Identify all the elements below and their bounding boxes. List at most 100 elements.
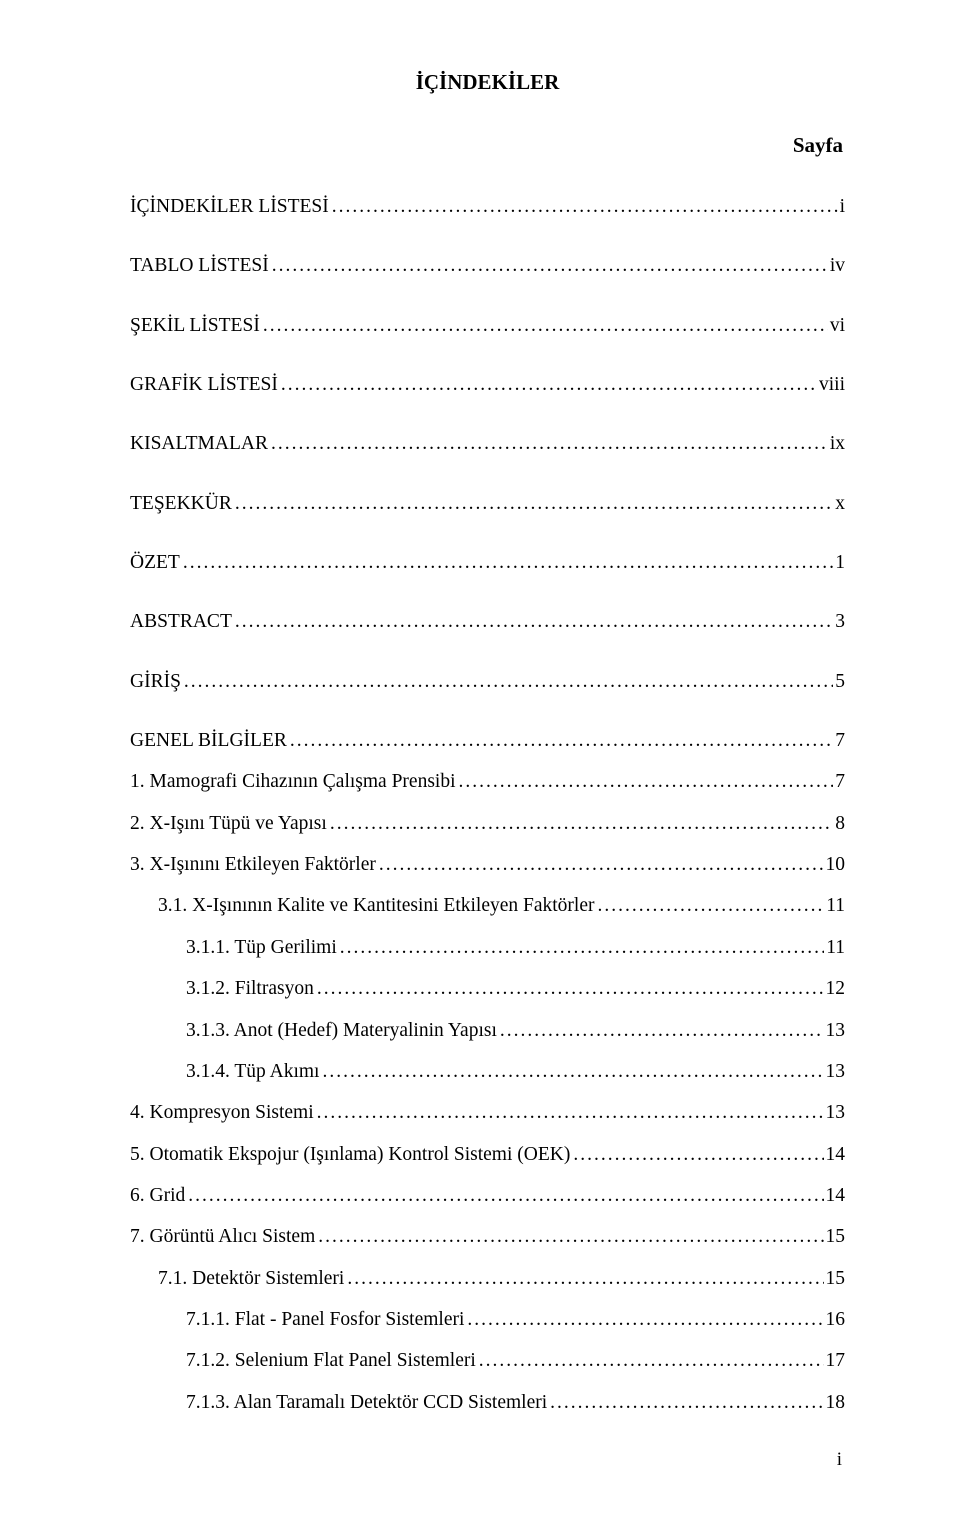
toc-leader-dots bbox=[269, 253, 828, 278]
toc-entry-label: 2. X-Işını Tüpü ve Yapısı bbox=[130, 811, 327, 836]
toc-entry-page: i bbox=[838, 194, 845, 219]
toc-entry-page: iv bbox=[828, 253, 845, 278]
toc-leader-dots bbox=[329, 194, 838, 219]
toc-entry-label: 3.1.1. Tüp Gerilimi bbox=[186, 935, 337, 960]
toc-entry-page: 8 bbox=[833, 811, 845, 836]
toc-entry: 4. Kompresyon Sistemi 13 bbox=[130, 1100, 845, 1125]
toc-entry-page: 14 bbox=[824, 1183, 846, 1208]
toc-leader-dots bbox=[268, 431, 828, 456]
toc-leader-dots bbox=[314, 976, 824, 1001]
toc-entry: 3.1.1. Tüp Gerilimi 11 bbox=[130, 935, 845, 960]
toc-entry-page: 10 bbox=[824, 852, 846, 877]
toc-entry-label: 7.1.3. Alan Taramalı Detektör CCD Sistem… bbox=[186, 1390, 547, 1415]
toc-entry-page: 1 bbox=[833, 550, 845, 575]
toc-leader-dots bbox=[232, 609, 833, 634]
toc-leader-dots bbox=[278, 372, 817, 397]
toc-entry: İÇİNDEKİLER LİSTESİ i bbox=[130, 194, 845, 219]
toc-entry: 3.1.4. Tüp Akımı 13 bbox=[130, 1059, 845, 1084]
toc-entry-label: 1. Mamografi Cihazının Çalışma Prensibi bbox=[130, 769, 456, 794]
toc-leader-dots bbox=[497, 1018, 824, 1043]
page-title: İÇİNDEKİLER bbox=[130, 70, 845, 95]
toc-entry: 7.1.1. Flat - Panel Fosfor Sistemleri 16 bbox=[130, 1307, 845, 1332]
toc-entry-label: 6. Grid bbox=[130, 1183, 185, 1208]
toc-entry-page: 13 bbox=[824, 1018, 846, 1043]
toc-leader-dots bbox=[232, 491, 833, 516]
toc-leader-dots bbox=[376, 852, 824, 877]
toc-entry: 7.1.2. Selenium Flat Panel Sistemleri 17 bbox=[130, 1348, 845, 1373]
toc-entry-label: 7.1. Detektör Sistemleri bbox=[158, 1266, 344, 1291]
toc-entry: TEŞEKKÜRx bbox=[130, 491, 845, 516]
toc-entry-page: x bbox=[833, 491, 845, 516]
toc-leader-dots bbox=[319, 1059, 823, 1084]
toc-entry-label: 7. Görüntü Alıcı Sistem bbox=[130, 1224, 315, 1249]
toc-entry-page: viii bbox=[817, 372, 845, 397]
footer-page-number: i bbox=[837, 1449, 842, 1471]
toc-entry-page: ix bbox=[828, 431, 845, 456]
toc-entry-page: 11 bbox=[824, 935, 845, 960]
toc-entry-page: 17 bbox=[824, 1348, 846, 1373]
toc-entry-label: KISALTMALAR bbox=[130, 431, 268, 456]
toc-entry-label: İÇİNDEKİLER LİSTESİ bbox=[130, 194, 329, 219]
toc-entry: TABLO LİSTESİ iv bbox=[130, 253, 845, 278]
toc-leader-dots bbox=[287, 728, 833, 753]
toc-entry-label: 3.1.2. Filtrasyon bbox=[186, 976, 314, 1001]
toc-leader-dots bbox=[327, 811, 833, 836]
toc-leader-dots bbox=[344, 1266, 823, 1291]
toc-entry: 1. Mamografi Cihazının Çalışma Prensibi 7 bbox=[130, 769, 845, 794]
toc-entry-label: TABLO LİSTESİ bbox=[130, 253, 269, 278]
toc-leader-dots bbox=[260, 313, 828, 338]
toc-entry-label: 3. X-Işınını Etkileyen Faktörler bbox=[130, 852, 376, 877]
toc-entry: 5. Otomatik Ekspojur (Işınlama) Kontrol … bbox=[130, 1142, 845, 1167]
toc-entry-label: ŞEKİL LİSTESİ bbox=[130, 313, 260, 338]
toc-entry-page: 15 bbox=[824, 1266, 846, 1291]
toc-entry: 2. X-Işını Tüpü ve Yapısı 8 bbox=[130, 811, 845, 836]
table-of-contents: İÇİNDEKİLER LİSTESİ i TABLO LİSTESİ iv ŞEKİL… bbox=[130, 194, 845, 1415]
toc-entry: 3. X-Işınını Etkileyen Faktörler 10 bbox=[130, 852, 845, 877]
toc-entry: ŞEKİL LİSTESİvi bbox=[130, 313, 845, 338]
toc-leader-dots bbox=[570, 1142, 823, 1167]
toc-entry-page: 13 bbox=[824, 1059, 846, 1084]
toc-leader-dots bbox=[337, 935, 824, 960]
toc-entry-page: 5 bbox=[833, 669, 845, 694]
toc-entry: GENEL BİLGİLER 7 bbox=[130, 728, 845, 753]
toc-leader-dots bbox=[185, 1183, 823, 1208]
toc-entry: 3.1.2. Filtrasyon 12 bbox=[130, 976, 845, 1001]
toc-leader-dots bbox=[315, 1224, 823, 1249]
toc-entry-label: GRAFİK LİSTESİ bbox=[130, 372, 278, 397]
toc-entry-page: 12 bbox=[824, 976, 846, 1001]
toc-entry-page: 16 bbox=[824, 1307, 846, 1332]
toc-entry: 6. Grid 14 bbox=[130, 1183, 845, 1208]
toc-entry-label: 7.1.2. Selenium Flat Panel Sistemleri bbox=[186, 1348, 476, 1373]
toc-entry: 7. Görüntü Alıcı Sistem 15 bbox=[130, 1224, 845, 1249]
toc-entry: 3.1.3. Anot (Hedef) Materyalinin Yapısı 1… bbox=[130, 1018, 845, 1043]
toc-entry: ÖZET 1 bbox=[130, 550, 845, 575]
toc-entry-label: 7.1.1. Flat - Panel Fosfor Sistemleri bbox=[186, 1307, 464, 1332]
toc-entry: GRAFİK LİSTESİ viii bbox=[130, 372, 845, 397]
toc-leader-dots bbox=[476, 1348, 824, 1373]
toc-entry-label: 5. Otomatik Ekspojur (Işınlama) Kontrol … bbox=[130, 1142, 570, 1167]
toc-entry: GİRİŞ5 bbox=[130, 669, 845, 694]
toc-entry: 3.1. X-Işınının Kalite ve Kantitesini Et… bbox=[130, 893, 845, 918]
toc-leader-dots bbox=[314, 1100, 824, 1125]
toc-entry-label: 4. Kompresyon Sistemi bbox=[130, 1100, 314, 1125]
toc-leader-dots bbox=[456, 769, 834, 794]
toc-entry-page: 11 bbox=[824, 893, 845, 918]
toc-entry-page: 7 bbox=[833, 728, 845, 753]
toc-entry-page: 18 bbox=[824, 1390, 846, 1415]
document-page: İÇİNDEKİLER Sayfa İÇİNDEKİLER LİSTESİ i TA… bbox=[0, 0, 960, 1513]
toc-leader-dots bbox=[181, 669, 833, 694]
toc-leader-dots bbox=[547, 1390, 823, 1415]
toc-entry-label: 3.1.3. Anot (Hedef) Materyalinin Yapısı bbox=[186, 1018, 497, 1043]
toc-entry: KISALTMALAR ix bbox=[130, 431, 845, 456]
toc-entry: 7.1.3. Alan Taramalı Detektör CCD Sistem… bbox=[130, 1390, 845, 1415]
toc-entry-page: 14 bbox=[824, 1142, 846, 1167]
toc-entry-page: 15 bbox=[824, 1224, 846, 1249]
toc-entry-page: 3 bbox=[833, 609, 845, 634]
toc-leader-dots bbox=[594, 893, 824, 918]
toc-entry-label: GENEL BİLGİLER bbox=[130, 728, 287, 753]
toc-entry-page: 7 bbox=[833, 769, 845, 794]
column-header-page: Sayfa bbox=[130, 133, 845, 158]
toc-entry-page: 13 bbox=[824, 1100, 846, 1125]
toc-entry-label: ÖZET bbox=[130, 550, 180, 575]
toc-entry-label: 3.1.4. Tüp Akımı bbox=[186, 1059, 319, 1084]
